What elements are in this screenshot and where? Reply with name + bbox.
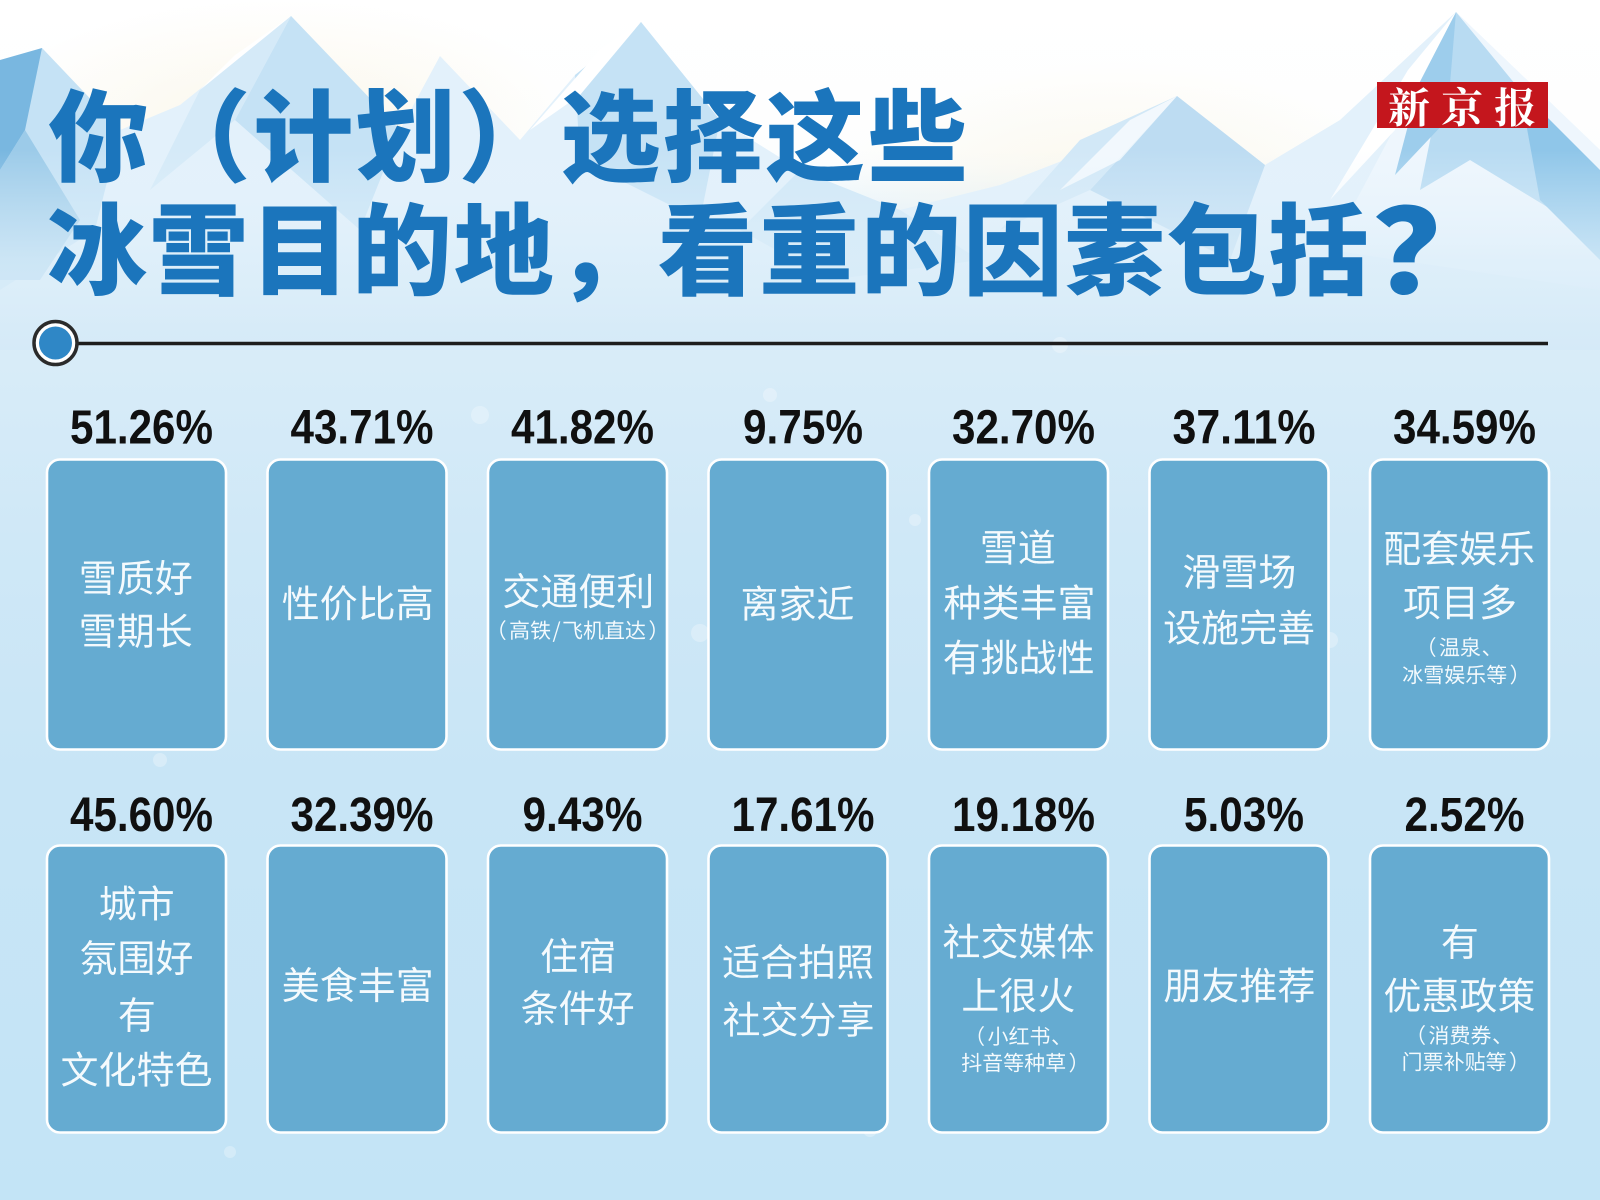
svg-text:19.18%: 19.18% [952, 789, 1095, 842]
svg-text:9.43%: 9.43% [523, 789, 643, 842]
svg-text:9.75%: 9.75% [743, 402, 863, 455]
svg-text:32.70%: 32.70% [952, 402, 1095, 455]
svg-text:32.39%: 32.39% [291, 789, 434, 842]
svg-text:43.71%: 43.71% [291, 402, 434, 455]
svg-text:37.11%: 37.11% [1173, 402, 1316, 455]
svg-text:45.60%: 45.60% [70, 789, 213, 842]
svg-text:41.82%: 41.82% [511, 402, 654, 455]
svg-text:17.61%: 17.61% [732, 789, 875, 842]
svg-text:51.26%: 51.26% [70, 402, 213, 455]
svg-text:2.52%: 2.52% [1405, 789, 1525, 842]
svg-text:5.03%: 5.03% [1184, 789, 1304, 842]
svg-text:34.59%: 34.59% [1393, 402, 1536, 455]
